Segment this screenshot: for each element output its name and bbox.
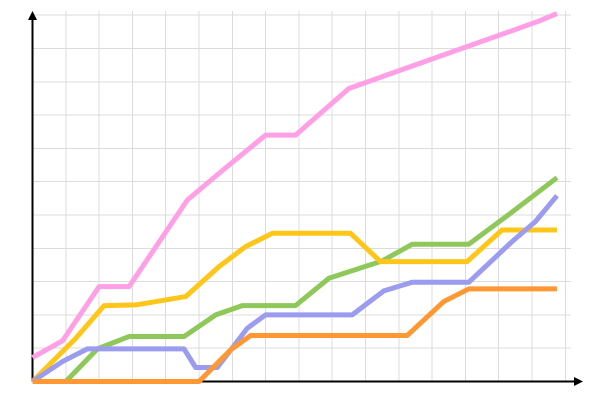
axes	[28, 11, 583, 386]
x-axis-arrow	[574, 377, 583, 386]
series-pink	[31, 11, 558, 360]
series-yellow	[30, 227, 557, 384]
y-axis-arrow	[28, 11, 37, 20]
series-purple	[31, 194, 559, 384]
series-orange	[32, 286, 557, 384]
series-group	[30, 11, 559, 384]
gridlines-vertical	[65, 11, 566, 382]
